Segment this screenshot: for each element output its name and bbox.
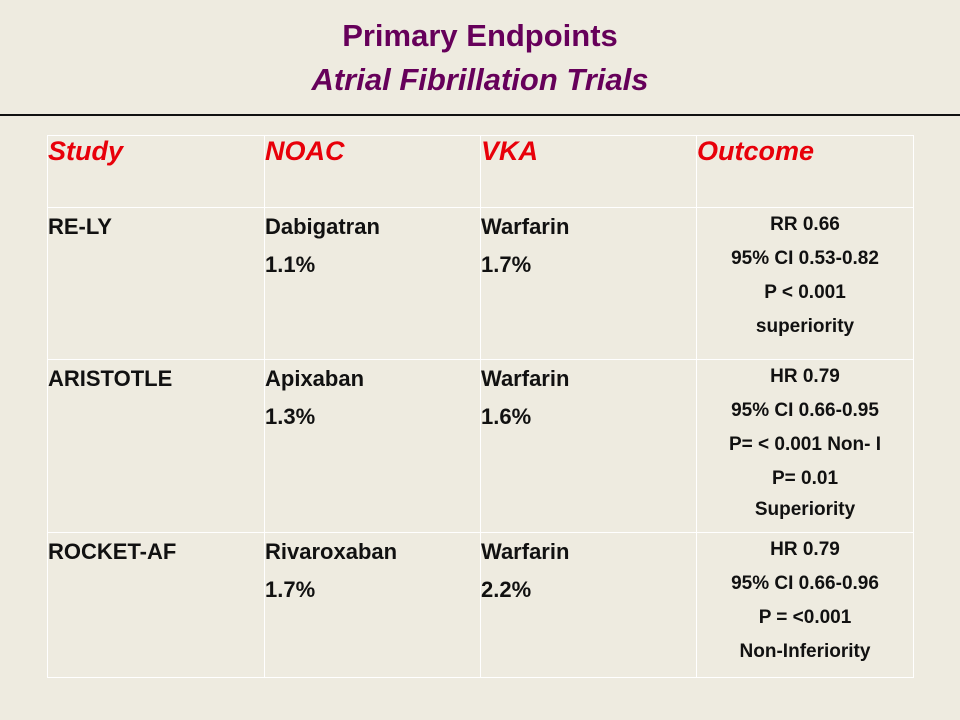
outcome-cell: RR 0.66 95% CI 0.53-0.82 P < 0.001 super… bbox=[696, 207, 914, 360]
vka-rate: 2.2% bbox=[481, 577, 532, 602]
header-noac: NOAC bbox=[264, 135, 481, 208]
vka-drug: Warfarin bbox=[481, 539, 570, 564]
noac-drug: Rivaroxaban bbox=[265, 539, 398, 564]
vka-cell: Warfarin 1.7% bbox=[480, 207, 697, 360]
title-atrial-fibrillation-trials: Atrial Fibrillation Trials bbox=[311, 62, 649, 97]
noac-rate: 1.3% bbox=[265, 404, 316, 429]
noac-rate: 1.7% bbox=[265, 577, 316, 602]
noac-rate: 1.1% bbox=[265, 252, 316, 277]
vka-drug: Warfarin bbox=[481, 214, 570, 239]
header-vka: VKA bbox=[480, 135, 697, 208]
outcome-p-value: P < 0.001 bbox=[764, 282, 846, 303]
vka-rate: 1.6% bbox=[481, 404, 532, 429]
header-outcome: Outcome bbox=[696, 135, 914, 208]
table-row: RE-LY Dabigatran 1.1% Warfarin 1.7% RR 0… bbox=[47, 207, 914, 360]
noac-cell: Rivaroxaban 1.7% bbox=[264, 532, 481, 678]
noac-drug: Apixaban bbox=[265, 366, 365, 391]
outcome-p-value: P = <0.001 bbox=[758, 607, 852, 628]
outcome-ci: 95% CI 0.53-0.82 bbox=[731, 248, 879, 269]
study-cell: RE-LY bbox=[47, 207, 265, 360]
outcome-conclusion: Non-Inferiority bbox=[739, 641, 871, 662]
outcome-ci: 95% CI 0.66-0.96 bbox=[731, 573, 879, 594]
vka-cell: Warfarin 1.6% bbox=[480, 359, 697, 533]
outcome-ratio: HR 0.79 bbox=[770, 366, 840, 387]
trials-table: Study NOAC VKA Outcome RE-LY Dabigatran … bbox=[47, 135, 914, 678]
vka-drug: Warfarin bbox=[481, 366, 570, 391]
outcome-p-value-superiority: P= 0.01 bbox=[771, 468, 839, 489]
outcome-ci: 95% CI 0.66-0.95 bbox=[731, 400, 879, 421]
study-cell: ROCKET-AF bbox=[47, 532, 265, 678]
noac-cell: Apixaban 1.3% bbox=[264, 359, 481, 533]
outcome-ratio: HR 0.79 bbox=[770, 539, 840, 560]
header-study: Study bbox=[47, 135, 265, 208]
table-row: ARISTOTLE Apixaban 1.3% Warfarin 1.6% HR… bbox=[47, 359, 914, 533]
study-cell: ARISTOTLE bbox=[47, 359, 265, 533]
outcome-ratio: RR 0.66 bbox=[770, 214, 840, 235]
study-name: ARISTOTLE bbox=[48, 366, 173, 391]
outcome-cell: HR 0.79 95% CI 0.66-0.95 P= < 0.001 Non-… bbox=[696, 359, 914, 533]
vka-cell: Warfarin 2.2% bbox=[480, 532, 697, 678]
study-name: ROCKET-AF bbox=[48, 539, 177, 564]
title-primary-endpoints: Primary Endpoints bbox=[342, 18, 618, 53]
table-header-row: Study NOAC VKA Outcome bbox=[47, 135, 914, 208]
title-divider bbox=[0, 114, 960, 116]
study-name: RE-LY bbox=[48, 214, 112, 239]
outcome-conclusion: superiority bbox=[755, 316, 855, 337]
noac-cell: Dabigatran 1.1% bbox=[264, 207, 481, 360]
outcome-cell: HR 0.79 95% CI 0.66-0.96 P = <0.001 Non-… bbox=[696, 532, 914, 678]
table-row: ROCKET-AF Rivaroxaban 1.7% Warfarin 2.2%… bbox=[47, 532, 914, 678]
vka-rate: 1.7% bbox=[481, 252, 532, 277]
slide-title: Primary Endpoints Atrial Fibrillation Tr… bbox=[0, 14, 960, 102]
outcome-conclusion: Superiority bbox=[754, 499, 856, 520]
outcome-p-value: P= < 0.001 Non- I bbox=[728, 434, 882, 455]
noac-drug: Dabigatran bbox=[265, 214, 380, 239]
